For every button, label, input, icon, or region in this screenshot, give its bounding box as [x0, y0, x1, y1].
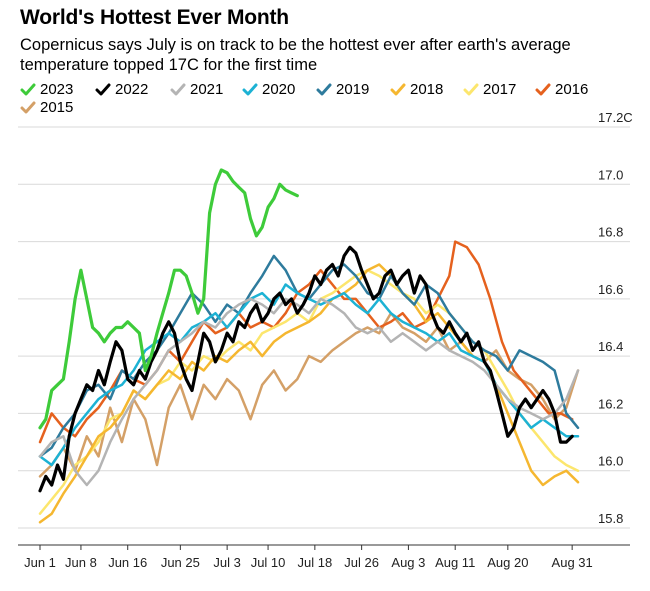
- series-line-2023: [38, 168, 299, 430]
- checkmark-icon: [20, 83, 36, 95]
- series-lines: [38, 168, 580, 524]
- legend-label: 2019: [336, 81, 370, 98]
- series-line-2016: [38, 240, 574, 444]
- x-tick-label: Jun 8: [65, 555, 97, 570]
- legend-item-2023: 2023: [20, 81, 73, 98]
- x-tick-label: Jul 3: [213, 555, 240, 570]
- legend-item-2020: 2020: [242, 81, 295, 98]
- legend-item-2017: 2017: [463, 81, 516, 98]
- legend-label: 2015: [40, 99, 74, 116]
- grid-lines: [18, 126, 630, 529]
- checkmark-icon: [170, 83, 186, 95]
- y-tick-label: 16.0: [598, 454, 623, 469]
- tick-labels: 15.8 16.0 16.2 16.4 16.6 16.8 17.0 17.2C Jun 1 Ju…: [24, 110, 633, 570]
- y-tick-label: 16.2: [598, 396, 623, 411]
- y-tick-label: 15.8: [598, 511, 623, 526]
- y-tick-label: 16.4: [598, 339, 623, 354]
- x-tick-label: Jul 10: [251, 555, 286, 570]
- x-tick-label: Jun 16: [108, 555, 147, 570]
- legend-label: 2022: [115, 81, 149, 98]
- axes: [18, 544, 630, 550]
- x-tick-label: Aug 3: [391, 555, 425, 570]
- y-tick-label: 17.0: [598, 167, 623, 182]
- y-tick-label: 16.6: [598, 282, 623, 297]
- checkmark-icon: [242, 83, 258, 95]
- checkmark-icon: [20, 101, 36, 113]
- legend-item-2022: 2022: [95, 81, 148, 98]
- series-line-2021: [38, 297, 580, 487]
- legend-label: 2020: [262, 81, 296, 98]
- y-tick-label: 16.8: [598, 225, 623, 240]
- x-tick-label: Jun 25: [161, 555, 200, 570]
- legend-label: 2016: [555, 81, 589, 98]
- x-tick-label: Aug 20: [487, 555, 528, 570]
- x-tick-label: Aug 11: [435, 555, 475, 570]
- checkmark-icon: [95, 83, 111, 95]
- checkmark-icon: [316, 83, 332, 95]
- x-tick-label: Jul 26: [344, 555, 379, 570]
- chart-title: World's Hottest Ever Month: [20, 6, 289, 29]
- x-tick-label: Aug 31: [552, 555, 593, 570]
- legend-item-2019: 2019: [316, 81, 369, 98]
- y-tick-label: 17.2C: [598, 110, 633, 125]
- legend-item-2021: 2021: [170, 81, 223, 98]
- legend-item-2015: 2015: [20, 99, 73, 116]
- checkmark-icon: [535, 83, 551, 95]
- x-tick-label: Jul 18: [297, 555, 332, 570]
- x-tick-label: Jun 1: [24, 555, 56, 570]
- legend-item-2018: 2018: [390, 81, 443, 98]
- legend-item-2016: 2016: [535, 81, 588, 98]
- legend-label: 2021: [190, 81, 224, 98]
- chart-subtitle: Copernicus says July is on track to be t…: [20, 36, 571, 74]
- legend-label: 2017: [483, 81, 517, 98]
- checkmark-icon: [463, 83, 479, 95]
- checkmark-icon: [390, 83, 406, 95]
- legend-label: 2018: [410, 81, 444, 98]
- legend-label: 2023: [40, 81, 74, 98]
- series-line-2022: [38, 245, 574, 493]
